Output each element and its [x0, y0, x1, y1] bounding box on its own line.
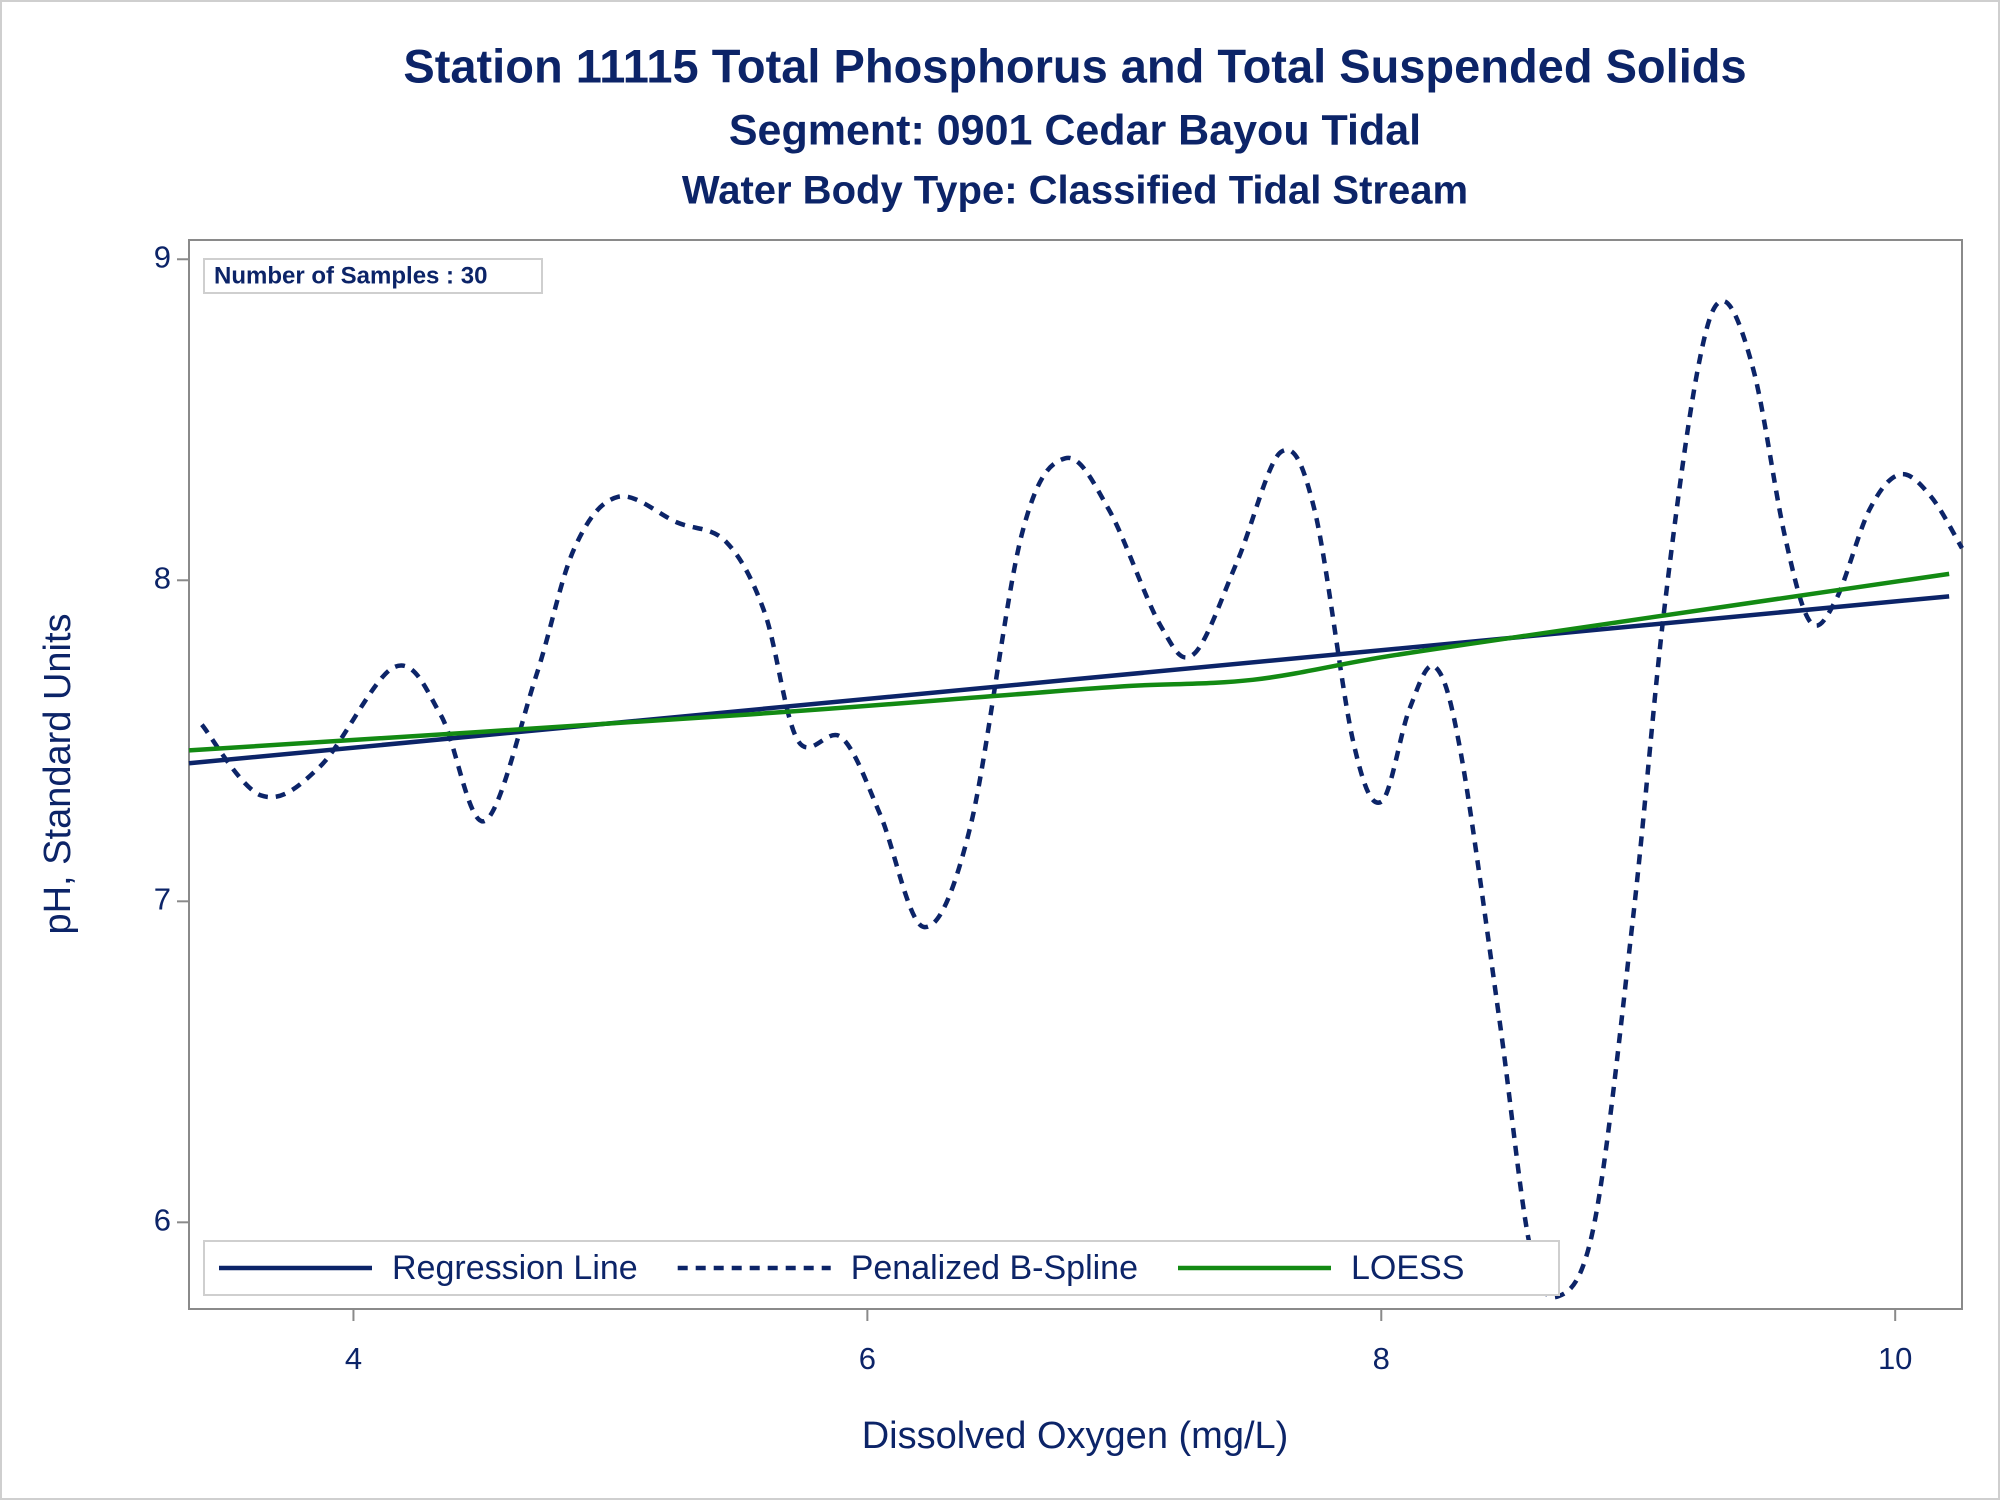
series-line — [188, 594, 1950, 766]
y-tick-label: 8 — [154, 560, 171, 595]
x-axis-label: Dissolved Oxygen (mg/L) — [862, 1415, 1289, 1457]
legend-box — [203, 1240, 1560, 1296]
y-tick-label: 9 — [154, 239, 171, 274]
plot-area — [188, 239, 1963, 1310]
legend-label: Regression Line — [392, 1249, 638, 1287]
legend-label: Penalized B-Spline — [851, 1249, 1138, 1287]
chart-subtitle: Segment: 0901 Cedar Bayou Tidal — [729, 106, 1421, 154]
x-tick-label: 4 — [345, 1341, 362, 1376]
x-tick-label: 8 — [1373, 1341, 1390, 1376]
chart-title: Station 11115 Total Phosphorus and Total… — [403, 39, 1746, 92]
legend-label: LOESS — [1351, 1249, 1464, 1287]
y-axis-label: pH, Standard Units — [37, 613, 79, 934]
y-tick-label: 7 — [154, 881, 171, 916]
series-line — [188, 571, 1950, 753]
x-tick-label: 6 — [859, 1341, 876, 1376]
note: Number of Samples : 30 — [214, 262, 487, 289]
x-tick-label: 10 — [1878, 1341, 1912, 1376]
note-box — [203, 258, 543, 294]
series-line — [200, 298, 1964, 1300]
y-tick-label: 6 — [154, 1203, 171, 1238]
chart-subtitle: Water Body Type: Classified Tidal Stream — [682, 169, 1468, 213]
